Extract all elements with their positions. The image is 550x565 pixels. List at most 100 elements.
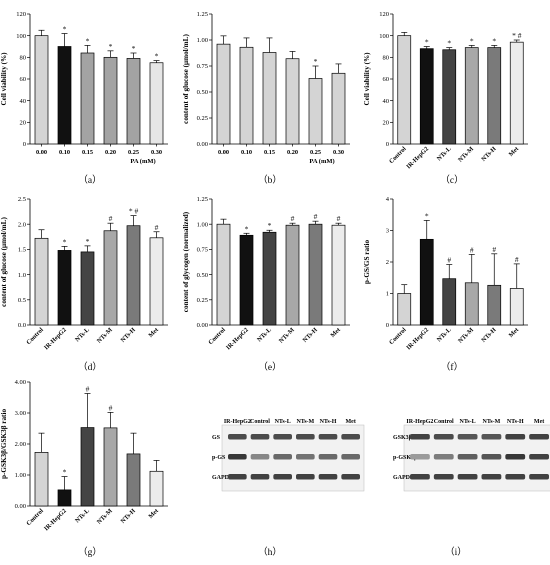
bar — [331, 224, 346, 326]
panel-label: （i） — [445, 546, 467, 558]
category-label: Met — [508, 326, 521, 339]
y-tick-label: 0.0 — [18, 322, 26, 329]
significance-mark: * — [86, 237, 90, 246]
category-label: IR-HepG2 — [43, 507, 68, 532]
category-label: NTs-L — [256, 326, 273, 343]
bar — [126, 225, 141, 326]
bar — [442, 49, 457, 145]
category-label: 0.25 — [310, 149, 321, 156]
y-tick-label: 0.00 — [197, 141, 208, 148]
category-label: NTs-L — [74, 507, 91, 524]
chart-panel-a: 0 20 40 60 80 100 120 Cell viability (%) 0.00 * 0.… — [0, 11, 168, 186]
category-label: 0.25 — [128, 149, 139, 156]
bar — [262, 231, 277, 326]
significance-mark: * — [63, 237, 67, 246]
significance-mark: # — [470, 245, 474, 254]
bar — [239, 234, 254, 326]
significance-mark: # — [447, 256, 451, 265]
bar — [149, 237, 164, 326]
chart-panel-f: 0 1 2 3 4 p-GS/GS ratio Control * IR-HepG2 # NTs-L… — [363, 196, 528, 373]
bar — [34, 35, 49, 145]
y-axis-label: Cell viability (%) — [0, 52, 8, 106]
protein-band — [273, 474, 292, 480]
protein-band — [318, 434, 338, 440]
protein-band — [296, 474, 315, 480]
significance-mark: * — [268, 221, 272, 230]
protein-band — [250, 434, 270, 440]
category-label: NTs-H — [480, 145, 497, 162]
bar — [149, 470, 164, 507]
y-tick-label: 1.5 — [18, 247, 26, 254]
protein-band — [505, 454, 526, 460]
protein-band — [433, 474, 454, 480]
category-label: 0.30 — [333, 149, 344, 156]
protein-band — [529, 434, 549, 440]
bar — [419, 48, 434, 145]
y-tick-label: 0 — [23, 141, 26, 148]
category-label: NTs-H — [302, 326, 319, 343]
panel-label: （c） — [440, 174, 463, 186]
significance-mark: * — [447, 39, 451, 48]
y-tick-label: 80 — [20, 55, 27, 62]
y-tick-label: 1 — [386, 291, 389, 298]
bar — [487, 47, 502, 145]
chart-panel-d: 0.0 0.5 1.0 1.5 2.0 2.5 content of glucose (μm… — [0, 196, 168, 373]
protein-band — [481, 474, 502, 480]
significance-mark: # — [314, 212, 318, 221]
category-label: 0.20 — [105, 149, 116, 156]
y-tick-label: 0.75 — [197, 247, 208, 254]
bar — [80, 427, 95, 507]
bar — [80, 251, 95, 326]
row-label: GSK3β — [393, 435, 412, 441]
y-tick-label: 0 — [386, 322, 389, 329]
lane-label: NTs-H — [507, 419, 524, 425]
category-label: 0.30 — [151, 149, 162, 156]
protein-band — [457, 454, 478, 460]
y-axis-label: Cell viability (%) — [363, 52, 371, 106]
category-label: 0.00 — [36, 149, 47, 156]
significance-mark: # — [109, 403, 113, 412]
y-tick-label: 1.25 — [197, 196, 208, 203]
y-tick-label: 20 — [20, 120, 27, 127]
x-axis-label: PA (mM) — [309, 158, 334, 165]
category-label: NTs-L — [74, 326, 91, 343]
bar — [442, 278, 457, 326]
row-label: GAPDH — [393, 475, 415, 481]
y-tick-label: 60 — [20, 76, 27, 83]
y-tick-label: 4 — [386, 196, 390, 203]
category-label: NTs-M — [96, 326, 114, 344]
bar — [331, 72, 346, 145]
significance-mark: * — [63, 468, 67, 477]
category-label: Control — [207, 326, 227, 346]
chart-panel-c: 0 20 40 60 80 100 120 Cell viability (%) Control… — [363, 11, 528, 186]
significance-mark: # — [492, 245, 496, 254]
category-label: Control — [25, 326, 45, 346]
significance-mark: # — [337, 214, 341, 223]
protein-band — [296, 454, 315, 460]
y-tick-label: 100 — [379, 33, 389, 40]
y-axis-label: content of glycogen (normalized) — [182, 211, 190, 312]
row-label: p-GS — [212, 455, 226, 461]
y-tick-label: 0.50 — [197, 272, 208, 279]
protein-band — [481, 454, 502, 460]
x-axis-label: PA (mM) — [130, 158, 155, 165]
y-tick-label: 0.00 — [197, 322, 208, 329]
y-tick-label: 2.5 — [18, 196, 26, 203]
bar — [103, 56, 118, 145]
y-tick-label: 60 — [383, 76, 390, 83]
significance-mark: # — [291, 214, 295, 223]
category-label: IR-HepG2 — [405, 145, 430, 170]
category-label: 0.15 — [82, 149, 93, 156]
protein-band — [410, 454, 430, 460]
y-tick-label: 120 — [16, 11, 26, 18]
category-label: NTs-M — [457, 326, 475, 344]
y-tick-label: 80 — [383, 55, 390, 62]
protein-band — [341, 454, 360, 460]
bar — [239, 46, 254, 145]
protein-band — [481, 434, 502, 440]
significance-mark: * — [492, 36, 496, 45]
chart-panel-g: 0.00 1.00 2.00 3.00 4.00 p-GSK3β/GSK3β ratio C… — [0, 379, 168, 558]
bar — [80, 52, 95, 145]
protein-band — [341, 474, 360, 480]
